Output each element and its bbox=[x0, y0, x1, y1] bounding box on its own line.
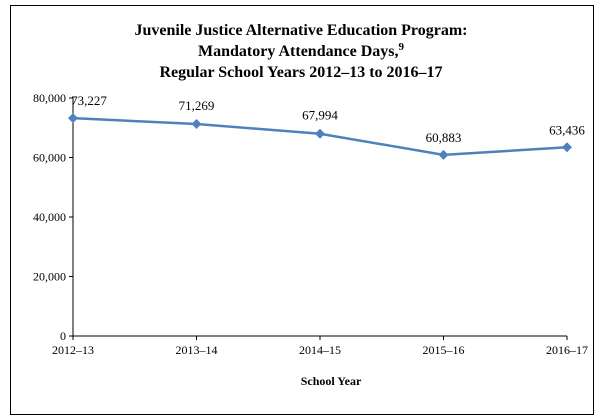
x-tick-label: 2012–13 bbox=[52, 343, 94, 357]
chart-title-line-1: Juvenile Justice Alternative Education P… bbox=[135, 22, 468, 39]
x-tick-label: 2016–17 bbox=[546, 343, 588, 357]
data-label: 71,269 bbox=[179, 98, 215, 113]
data-label: 67,994 bbox=[302, 108, 338, 123]
y-tick-label: 40,000 bbox=[33, 210, 66, 224]
line-chart: Juvenile Justice Alternative Education P… bbox=[33, 22, 588, 388]
chart-title-line-3: Regular School Years 2012–13 to 2016–17 bbox=[159, 64, 442, 81]
x-axis-title: School Year bbox=[301, 374, 362, 388]
x-tick-label: 2013–14 bbox=[176, 343, 218, 357]
y-tick-label: 60,000 bbox=[33, 151, 66, 165]
chart-frame: Juvenile Justice Alternative Education P… bbox=[10, 5, 594, 415]
data-point-marker bbox=[191, 118, 202, 129]
chart-title-line-2: Mandatory Attendance Days,9 bbox=[198, 41, 404, 60]
x-tick-label: 2015–16 bbox=[423, 343, 465, 357]
data-point-marker bbox=[315, 128, 325, 139]
data-label: 73,227 bbox=[71, 93, 107, 108]
y-tick-label: 20,000 bbox=[33, 270, 66, 284]
y-tick-label: 80,000 bbox=[33, 91, 66, 105]
data-label: 63,436 bbox=[549, 122, 585, 137]
title-superscript: 9 bbox=[398, 41, 404, 53]
y-axis: 0 20,000 40,000 60,000 80,000 bbox=[33, 91, 74, 343]
data-label: 60,883 bbox=[426, 130, 462, 145]
data-labels: 73,227 71,269 67,994 60,883 63,436 bbox=[71, 93, 585, 145]
data-point-marker bbox=[68, 113, 78, 124]
data-point-marker bbox=[438, 149, 449, 160]
y-tick-label: 0 bbox=[60, 329, 66, 343]
data-point-marker bbox=[562, 142, 572, 153]
series-layer bbox=[68, 113, 572, 160]
x-axis: 2012–13 2013–14 2014–15 2015–16 2016–17 bbox=[52, 335, 588, 357]
x-tick-label: 2014–15 bbox=[299, 343, 341, 357]
